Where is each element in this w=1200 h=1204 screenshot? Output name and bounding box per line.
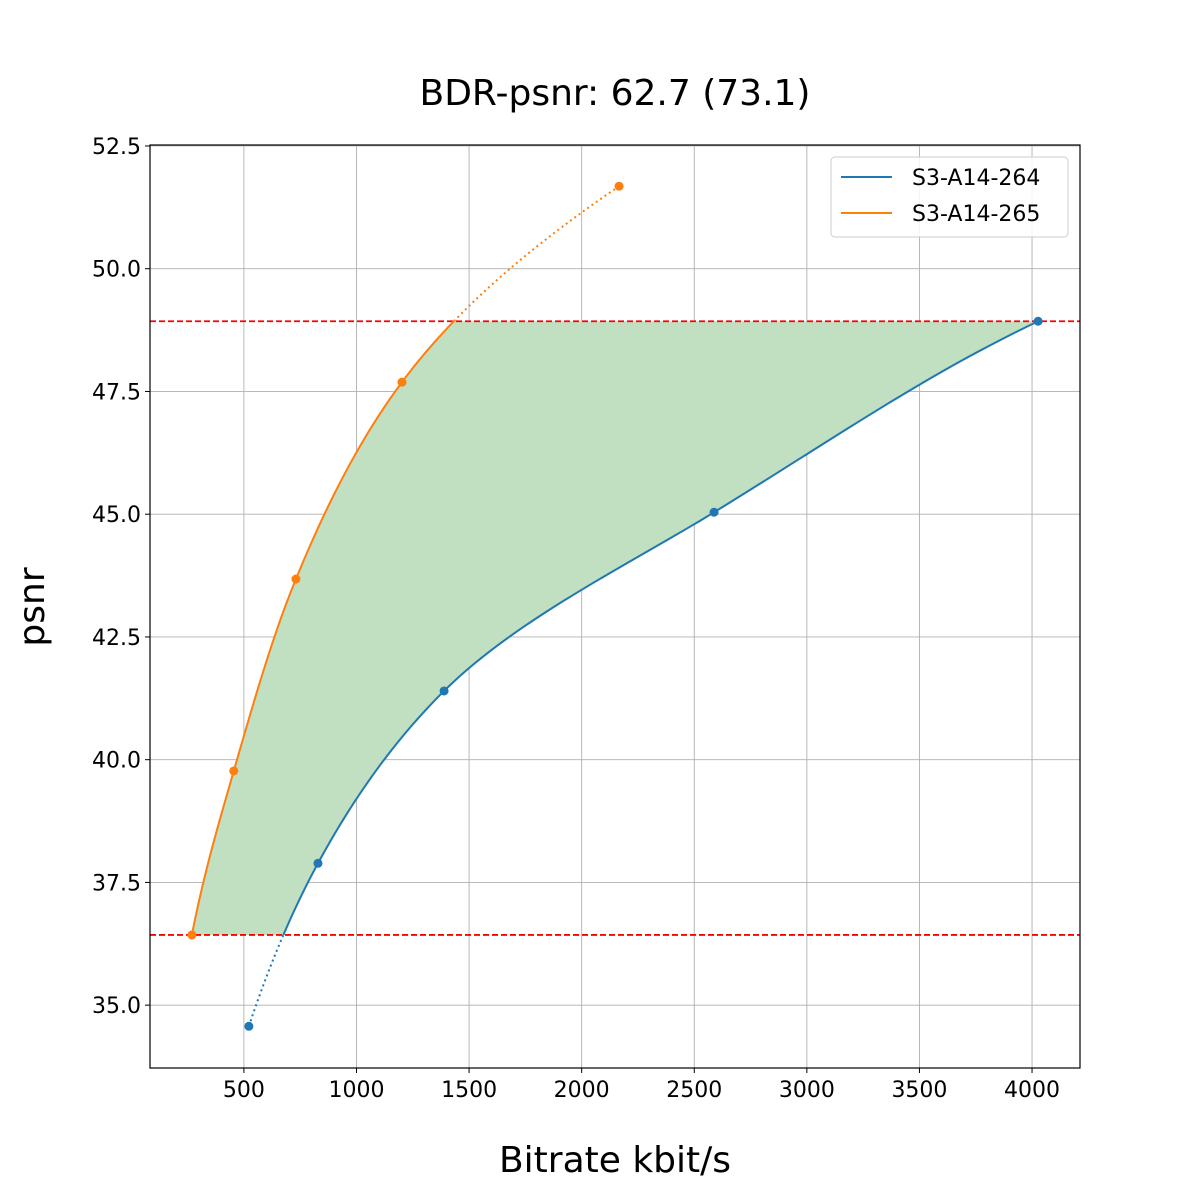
fill-area [191,321,1039,935]
series-line [282,320,1039,936]
chart-title: BDR-psnr: 62.7 (73.1) [420,73,811,114]
series-line [190,320,455,936]
bd-area-fill [191,321,1039,935]
plot-frame [149,144,1081,1069]
y-tick-label: 40.0 [92,749,141,774]
data-point [397,377,407,387]
reference-lines [150,320,1080,936]
y-tick-label: 47.5 [92,380,141,405]
x-tick-label: 1000 [328,1078,384,1103]
legend-label-264: S3-A14-264 [912,166,1040,191]
y-tick-label: 52.5 [92,135,141,160]
y-tick-label: 37.5 [92,871,141,896]
x-tick-label: 4000 [1004,1078,1060,1103]
y-tick-label: 35.0 [92,994,141,1019]
data-point [187,930,197,940]
y-tick-label: 42.5 [92,626,141,651]
legend: S3-A14-264 S3-A14-265 [830,156,1069,238]
data-point [244,1021,254,1031]
x-tick-label: 500 [223,1078,265,1103]
y-axis-label: psnr [12,567,53,646]
legend-label-265: S3-A14-265 [912,202,1040,227]
data-point [229,766,239,776]
y-tick-label: 45.0 [92,503,141,528]
x-tick-label: 2500 [666,1078,722,1103]
x-tick-label: 2000 [554,1078,610,1103]
ticks: 500 1000 1500 2000 2500 3000 3500 4000 35.0 37.5 4… [92,135,1060,1103]
data-point [313,858,323,868]
data-point [291,574,301,584]
series-dotted-extension [453,185,620,322]
x-tick-label: 3500 [891,1078,947,1103]
data-point [709,507,719,517]
x-tick-label: 1500 [441,1078,497,1103]
x-axis-label: Bitrate kbit/s [499,1140,731,1181]
data-point [439,686,449,696]
x-tick-label: 3000 [779,1078,835,1103]
data-point [1033,316,1043,326]
data-point [614,181,624,191]
y-tick-label: 50.0 [92,258,141,283]
series-dotted-extension [247,934,285,1027]
series-group [187,181,1043,1031]
